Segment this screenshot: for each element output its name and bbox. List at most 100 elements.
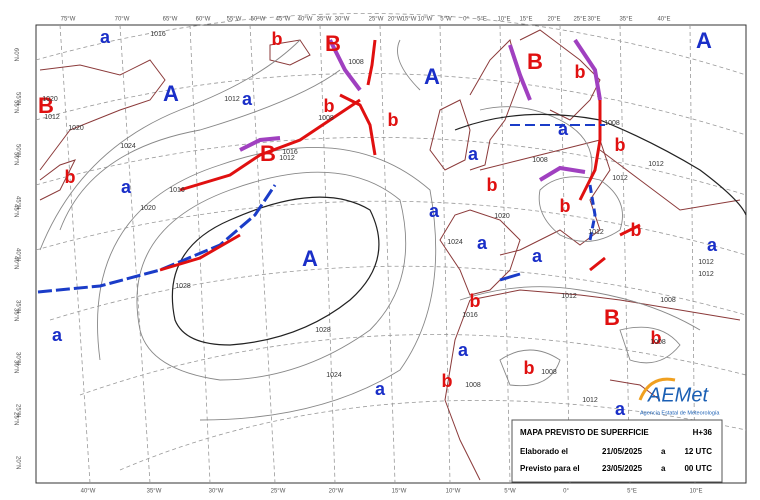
isobar-label: 1012 bbox=[279, 155, 295, 162]
pressure-center: b bbox=[388, 110, 399, 130]
isobar-label: 1012 bbox=[582, 397, 598, 404]
longitude-label: 70°W bbox=[115, 17, 130, 23]
isobar-label: 1020 bbox=[494, 213, 510, 220]
latitude-label: 25°N bbox=[14, 404, 20, 417]
pressure-center: b bbox=[524, 358, 535, 378]
pressure-center: b bbox=[615, 135, 626, 155]
latitude-label: 40°N bbox=[14, 248, 20, 261]
longitude-label: 10°W bbox=[446, 489, 461, 495]
isobar-label: 1016 bbox=[150, 31, 166, 38]
pressure-center: a bbox=[121, 177, 132, 197]
pressure-center: b bbox=[631, 220, 642, 240]
pressure-center: b bbox=[272, 29, 283, 49]
isobar-label: 1012 bbox=[588, 229, 604, 236]
isobar-label: 1024 bbox=[120, 143, 136, 150]
longitude-label: 45°W bbox=[276, 17, 291, 23]
info-box-frame bbox=[511, 419, 723, 483]
pressure-center: a bbox=[52, 325, 63, 345]
latitude-label: 45°N bbox=[12, 204, 18, 217]
latitude-label: 50°N bbox=[12, 152, 18, 165]
logo: AEMet Agencia Estatal de Meteorología bbox=[638, 377, 720, 416]
latitude-label: 35°N bbox=[14, 300, 20, 313]
info-label: Previsto para el bbox=[520, 464, 580, 473]
isobar-label: 1016 bbox=[169, 187, 185, 194]
pressure-center: b bbox=[575, 62, 586, 82]
longitude-label: 35°W bbox=[317, 17, 332, 23]
latitude-label: 30°N bbox=[12, 360, 18, 373]
info-time: 12 UTC bbox=[684, 447, 712, 456]
longitude-label: 60°W bbox=[196, 17, 211, 23]
longitude-label: 20°W bbox=[388, 17, 403, 23]
longitude-label: 10°E bbox=[689, 489, 702, 495]
pressure-center: A bbox=[302, 246, 318, 271]
isobar-label: 1012 bbox=[561, 293, 577, 300]
isobar-label: 1008 bbox=[660, 297, 676, 304]
longitude-label: 30°W bbox=[209, 489, 224, 495]
longitude-label: 10°W bbox=[418, 17, 433, 23]
isobar-label: 1024 bbox=[447, 239, 463, 246]
isobar-label: 1028 bbox=[315, 327, 331, 334]
pressure-center: B bbox=[527, 49, 543, 74]
longitude-label: 15°E bbox=[519, 17, 532, 23]
pressure-center: a bbox=[615, 399, 626, 419]
longitude-label: 25°W bbox=[369, 17, 384, 23]
isobars bbox=[39, 39, 747, 421]
pressure-center: b bbox=[651, 328, 662, 348]
pressure-center: B bbox=[260, 141, 276, 166]
fronts bbox=[37, 38, 641, 294]
longitude-label: 5°W bbox=[504, 489, 516, 495]
latitude-label: 30°N bbox=[14, 352, 20, 365]
latitude-label: 50°N bbox=[14, 144, 20, 157]
latitude-label: 25°N bbox=[12, 412, 18, 425]
longitude-label: 40°W bbox=[298, 17, 313, 23]
pressure-center: B bbox=[325, 31, 341, 56]
info-box: MAPA PREVISTO DE SUPERFICIE H+36 Elabora… bbox=[511, 419, 723, 483]
pressure-center: b bbox=[65, 167, 76, 187]
longitude-label: 75°W bbox=[61, 17, 76, 23]
longitude-label: 15°W bbox=[402, 17, 417, 23]
pressure-center: B bbox=[604, 305, 620, 330]
isobar-label: 1008 bbox=[650, 339, 666, 346]
pressure-center: A bbox=[424, 64, 440, 89]
isobar-label: 1008 bbox=[541, 369, 557, 376]
pressure-center: a bbox=[477, 233, 488, 253]
longitude-label: 50°W bbox=[251, 17, 266, 23]
isobar-label: 1008 bbox=[532, 157, 548, 164]
isobar-label: 1012 bbox=[648, 161, 664, 168]
longitude-label: 35°E bbox=[619, 17, 632, 23]
pressure-center: b bbox=[324, 96, 335, 116]
pressure-center: b bbox=[487, 175, 498, 195]
isobar-label: 1012 bbox=[224, 96, 240, 103]
longitude-label: 0° bbox=[563, 489, 569, 495]
info-lead-time: H+36 bbox=[693, 428, 713, 437]
isobar-label: 1008 bbox=[348, 59, 364, 66]
pressure-center: a bbox=[429, 201, 440, 221]
pressure-center: b bbox=[560, 196, 571, 216]
pressure-center: b bbox=[442, 371, 453, 391]
longitude-label: 10°E bbox=[497, 17, 510, 23]
longitude-label: 55°W bbox=[227, 17, 242, 23]
longitude-label: 20°W bbox=[329, 489, 344, 495]
pressure-center: B bbox=[38, 93, 54, 118]
isobar-label: 1012 bbox=[612, 175, 628, 182]
longitude-label: 25°E bbox=[573, 17, 586, 23]
logo-name: AEMet bbox=[647, 384, 709, 406]
isobar-label: 1008 bbox=[318, 115, 334, 122]
latitude-label: 40°N bbox=[12, 256, 18, 269]
longitude-label: 20°E bbox=[547, 17, 560, 23]
isobar-label: 1012 bbox=[44, 114, 60, 121]
latitude-label: 45°N bbox=[14, 196, 20, 209]
longitude-label: 65°W bbox=[163, 17, 178, 23]
latitude-label: 55°N bbox=[12, 100, 18, 113]
pressure-center: a bbox=[532, 246, 543, 266]
longitude-label: 15°W bbox=[392, 489, 407, 495]
pressure-center: A bbox=[696, 28, 712, 53]
longitude-label: 40°E bbox=[657, 17, 670, 23]
isobar-label: 1016 bbox=[462, 312, 478, 319]
isobar-label: 1016 bbox=[282, 149, 298, 156]
pressure-center: A bbox=[163, 81, 179, 106]
info-date: 21/05/2025 bbox=[602, 447, 643, 456]
latitude-label: 55°N bbox=[14, 92, 20, 105]
